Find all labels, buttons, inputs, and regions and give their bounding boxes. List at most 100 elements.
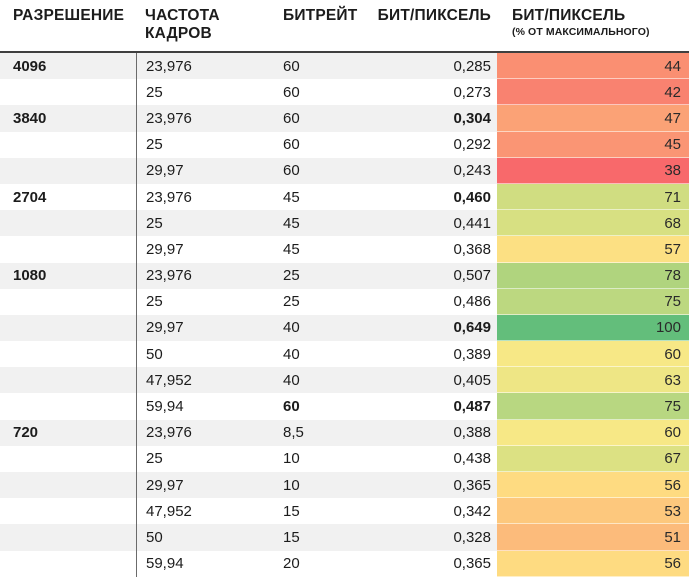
bitrate-cell: 40 [283, 371, 300, 389]
pct-of-max-cell: 45 [497, 131, 689, 158]
bits-per-pixel-cell: 0,389 [453, 345, 491, 363]
bits-per-pixel-cell: 0,243 [453, 162, 491, 180]
bitrate-cell: 60 [283, 83, 300, 101]
framerate-cell: 29,97 [136, 157, 274, 184]
table-row: 720 23,976 8,5 0,388 60 [0, 419, 689, 446]
bits-per-pixel-cell: 0,328 [453, 528, 491, 546]
bits-per-pixel-cell: 0,441 [453, 214, 491, 232]
framerate-cell: 47,952 [136, 498, 274, 525]
framerate-cell: 23,976 [136, 419, 274, 446]
col-header-bits-per-pixel: БИТ/ПИКСЕЛЬ [377, 7, 491, 24]
table-row: 29,97 10 0,365 56 [0, 472, 689, 499]
resolution-cell: 4096 [13, 57, 47, 75]
bitrate-cell: 8,5 [283, 424, 304, 442]
table-row: 59,94 60 0,487 75 [0, 393, 689, 420]
pct-of-max-cell: 44 [497, 53, 689, 80]
bitrate-cell: 25 [283, 267, 300, 285]
bitrate-cell: 15 [283, 528, 300, 546]
bitrate-cell: 60 [283, 136, 300, 154]
pct-of-max-cell: 100 [497, 314, 689, 342]
pct-of-max-cell: 75 [497, 393, 689, 420]
bits-per-pixel-cell: 0,507 [453, 267, 491, 285]
bits-per-pixel-cell: 0,405 [453, 371, 491, 389]
table-row: 25 60 0,292 45 [0, 131, 689, 158]
table-row: 59,94 20 0,365 56 [0, 550, 689, 577]
pct-of-max-cell: 51 [497, 524, 689, 551]
pct-of-max-cell: 53 [497, 498, 689, 525]
pct-of-max-cell: 71 [497, 183, 689, 211]
table-row: 47,952 15 0,342 53 [0, 498, 689, 525]
resolution-cell [0, 524, 136, 550]
bitrate-cell: 45 [283, 240, 300, 258]
table-row: 3840 23,976 60 0,304 47 [0, 105, 689, 132]
resolution-cell: 720 [13, 424, 39, 442]
resolution-cell: 1080 [13, 267, 47, 285]
pct-of-max-cell: 60 [497, 419, 689, 446]
table-row: 29,97 45 0,368 57 [0, 236, 689, 263]
resolution-cell [0, 210, 136, 236]
table-body: 4096 23,976 60 0,285 44 25 60 0,273 42 3… [0, 53, 689, 577]
table-row: 50 40 0,389 60 [0, 341, 689, 368]
bitrate-cell: 25 [283, 293, 300, 311]
pct-of-max-cell: 78 [497, 262, 689, 289]
pct-of-max-cell: 67 [497, 445, 689, 472]
pct-of-max-cell: 42 [497, 79, 689, 106]
pct-of-max-cell: 68 [497, 210, 689, 237]
bitrate-cell: 40 [283, 345, 300, 363]
framerate-cell: 23,976 [136, 105, 274, 132]
col-header-framerate: ЧАСТОТА КАДРОВ [145, 7, 220, 43]
col-header-resolution: РАЗРЕШЕНИЕ [13, 7, 125, 24]
resolution-cell [0, 393, 136, 419]
pct-of-max-cell: 56 [497, 550, 689, 577]
resolution-cell [0, 551, 136, 577]
bits-per-pixel-cell: 0,342 [453, 502, 491, 520]
bits-per-pixel-cell: 0,486 [453, 293, 491, 311]
resolution-cell: 2704 [13, 188, 47, 206]
resolution-cell [0, 132, 136, 158]
framerate-cell: 50 [136, 341, 274, 368]
bitrate-cell: 45 [283, 188, 300, 206]
resolution-cell [0, 236, 136, 262]
framerate-cell: 23,976 [136, 183, 274, 211]
bitrate-cell: 60 [283, 109, 300, 127]
table-row: 25 10 0,438 67 [0, 445, 689, 472]
resolution-cell [0, 341, 136, 367]
table-row: 2704 23,976 45 0,460 71 [0, 183, 689, 211]
resolution-cell [0, 79, 136, 105]
table-row: 25 60 0,273 42 [0, 79, 689, 106]
bitrate-cell: 60 [283, 162, 300, 180]
pct-of-max-cell: 56 [497, 472, 689, 499]
resolution-cell [0, 315, 136, 341]
bitrate-cell: 45 [283, 214, 300, 232]
bits-per-pixel-cell: 0,365 [453, 555, 491, 573]
bitrate-cell: 40 [283, 319, 300, 337]
col-header-bits-per-pixel-pct-subtitle: (% ОТ МАКСИМАЛЬНОГО) [512, 26, 650, 39]
col-header-bitrate: БИТРЕЙТ [283, 7, 358, 24]
bits-per-pixel-cell: 0,649 [453, 319, 491, 337]
table-row: 47,952 40 0,405 63 [0, 367, 689, 394]
pct-of-max-cell: 38 [497, 157, 689, 184]
table-row: 25 45 0,441 68 [0, 210, 689, 237]
table-row: 29,97 40 0,649 100 [0, 314, 689, 342]
framerate-cell: 59,94 [136, 550, 274, 577]
framerate-cell: 50 [136, 524, 274, 551]
framerate-cell: 23,976 [136, 53, 274, 80]
bitrate-cell: 10 [283, 476, 300, 494]
framerate-cell: 25 [136, 79, 274, 106]
table-header-row: РАЗРЕШЕНИЕ ЧАСТОТА КАДРОВ БИТРЕЙТ БИТ/ПИ… [0, 0, 689, 53]
resolution-cell [0, 498, 136, 524]
framerate-cell: 47,952 [136, 367, 274, 394]
bits-per-pixel-cell: 0,460 [453, 188, 491, 206]
resolution-cell [0, 472, 136, 498]
col-header-bits-per-pixel-pct: БИТ/ПИКСЕЛЬ (% ОТ МАКСИМАЛЬНОГО) [497, 0, 689, 51]
bitrate-cell: 10 [283, 450, 300, 468]
framerate-cell: 25 [136, 288, 274, 315]
table-row: 25 25 0,486 75 [0, 288, 689, 315]
framerate-cell: 29,97 [136, 236, 274, 263]
framerate-cell: 23,976 [136, 262, 274, 289]
bitrate-cell: 60 [283, 398, 300, 416]
table-row: 1080 23,976 25 0,507 78 [0, 262, 689, 289]
bitrate-cell: 15 [283, 502, 300, 520]
bits-per-pixel-cell: 0,368 [453, 240, 491, 258]
